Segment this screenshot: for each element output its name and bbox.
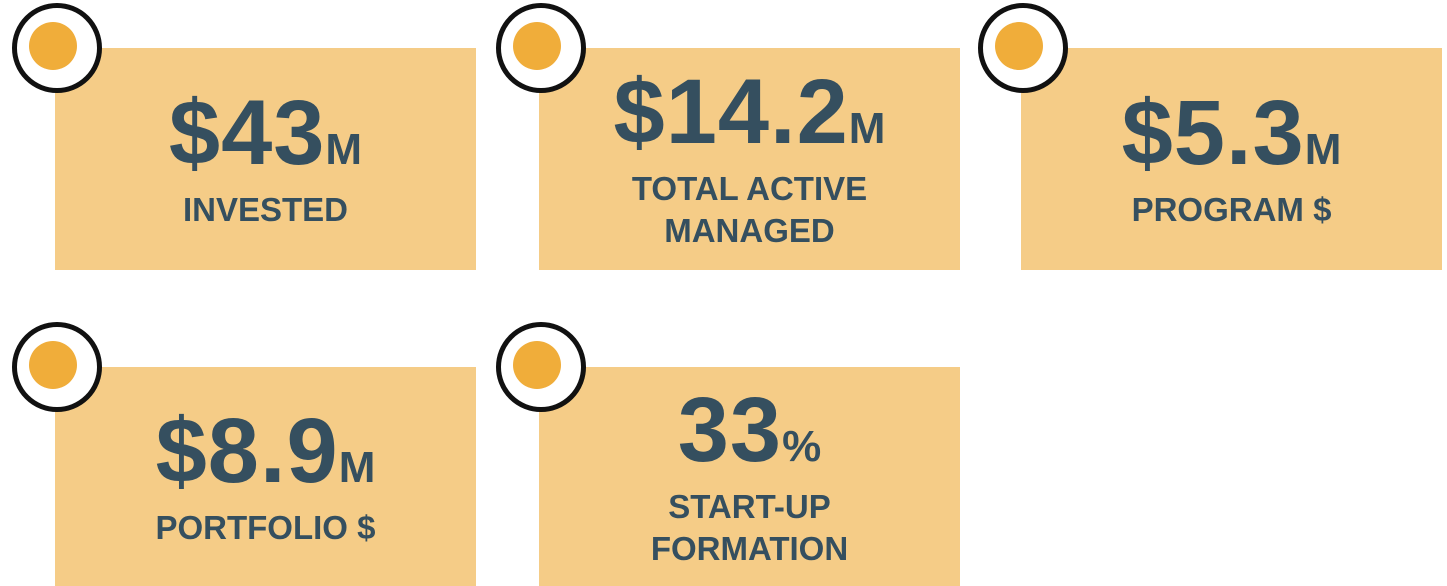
- stat-card: $5.3M PROGRAM $: [1021, 48, 1442, 270]
- stat-label-line: PROGRAM $: [1131, 191, 1332, 228]
- stat-label-line: INVESTED: [182, 191, 349, 228]
- stat-value: $43M: [169, 87, 362, 179]
- badge-dot: [513, 22, 561, 70]
- stat-unit: M: [1304, 125, 1342, 174]
- stat-unit: M: [338, 442, 376, 492]
- badge-dot: [995, 22, 1043, 70]
- stat-number: $5.3: [1121, 82, 1305, 184]
- stat-label-line: PORTFOLIO $: [155, 508, 376, 546]
- stat-label: TOTAL ACTIVE MANAGED: [632, 168, 867, 252]
- stat-label-line: FORMATION: [650, 529, 849, 567]
- stat-card: 33% START-UP FORMATION: [539, 367, 960, 586]
- stat-label: START-UP FORMATION: [651, 486, 848, 570]
- badge-ring: [12, 322, 102, 412]
- stat-value: $5.3M: [1122, 87, 1342, 179]
- stat-unit: M: [325, 125, 363, 174]
- stat-number: $43: [168, 82, 326, 184]
- stat-value: 33%: [678, 384, 821, 476]
- stat-unit: M: [848, 104, 886, 153]
- stat-label: INVESTED: [183, 189, 348, 231]
- stat-card: $43M INVESTED: [55, 48, 476, 270]
- badge-ring: [496, 3, 586, 93]
- stat-label: PORTFOLIO $: [155, 507, 375, 549]
- badge-ring: [12, 3, 102, 93]
- stat-number: $14.2: [613, 61, 849, 163]
- stat-value: $8.9M: [156, 405, 376, 497]
- stat-label: PROGRAM $: [1132, 189, 1332, 231]
- stat-card: $14.2M TOTAL ACTIVE MANAGED: [539, 48, 960, 270]
- stat-card: $8.9M PORTFOLIO $: [55, 367, 476, 586]
- badge-ring: [496, 322, 586, 412]
- badge-dot: [29, 341, 77, 389]
- stat-unit: %: [782, 421, 822, 471]
- stat-label-line: START-UP: [668, 487, 831, 525]
- badge-dot: [513, 341, 561, 389]
- stat-number: $8.9: [155, 399, 339, 502]
- stat-label-line: MANAGED: [664, 212, 835, 249]
- badge-dot: [29, 22, 77, 70]
- stat-value: $14.2M: [614, 66, 886, 158]
- badge-ring: [978, 3, 1068, 93]
- stat-number: 33: [677, 378, 783, 481]
- stat-label-line: TOTAL ACTIVE: [631, 170, 868, 207]
